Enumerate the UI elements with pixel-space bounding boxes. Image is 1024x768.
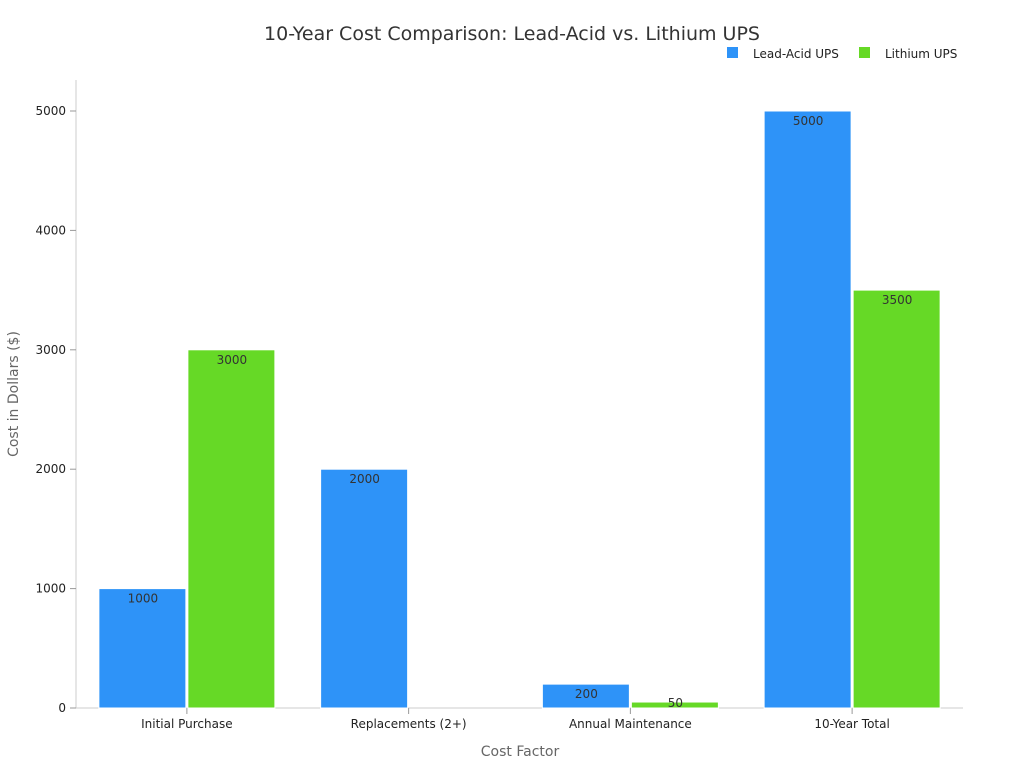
y-axis-label: Cost in Dollars ($) xyxy=(6,331,22,457)
bar xyxy=(852,289,941,709)
legend-label: Lithium UPS xyxy=(885,47,957,61)
legend-swatch xyxy=(859,47,870,58)
bar xyxy=(320,468,409,709)
data-label: 3500 xyxy=(882,293,913,307)
y-tick-label: 3000 xyxy=(35,343,66,357)
legend-label: Lead-Acid UPS xyxy=(753,47,839,61)
chart-title: 10-Year Cost Comparison: Lead-Acid vs. L… xyxy=(264,23,760,45)
y-tick-label: 4000 xyxy=(35,223,66,237)
y-tick-label: 5000 xyxy=(35,104,66,118)
data-label: 3000 xyxy=(217,353,248,367)
y-tick-label: 0 xyxy=(58,701,66,715)
x-tick-label: Annual Maintenance xyxy=(569,717,692,731)
bar xyxy=(630,701,719,709)
data-label: 5000 xyxy=(793,114,824,128)
legend-swatch xyxy=(727,47,738,58)
y-tick-label: 2000 xyxy=(35,462,66,476)
x-tick-label: Replacements (2+) xyxy=(351,717,467,731)
data-label: 1000 xyxy=(128,592,159,606)
data-label: 200 xyxy=(575,687,598,701)
y-tick-label: 1000 xyxy=(35,582,66,596)
x-tick-label: Initial Purchase xyxy=(141,717,233,731)
x-axis-label: Cost Factor xyxy=(481,744,560,760)
data-label: 2000 xyxy=(349,472,380,486)
bar xyxy=(541,683,630,709)
data-label: 50 xyxy=(668,696,683,710)
bar xyxy=(187,349,276,709)
bar xyxy=(763,110,852,709)
x-tick-label: 10-Year Total xyxy=(814,717,889,731)
bar xyxy=(98,588,187,709)
